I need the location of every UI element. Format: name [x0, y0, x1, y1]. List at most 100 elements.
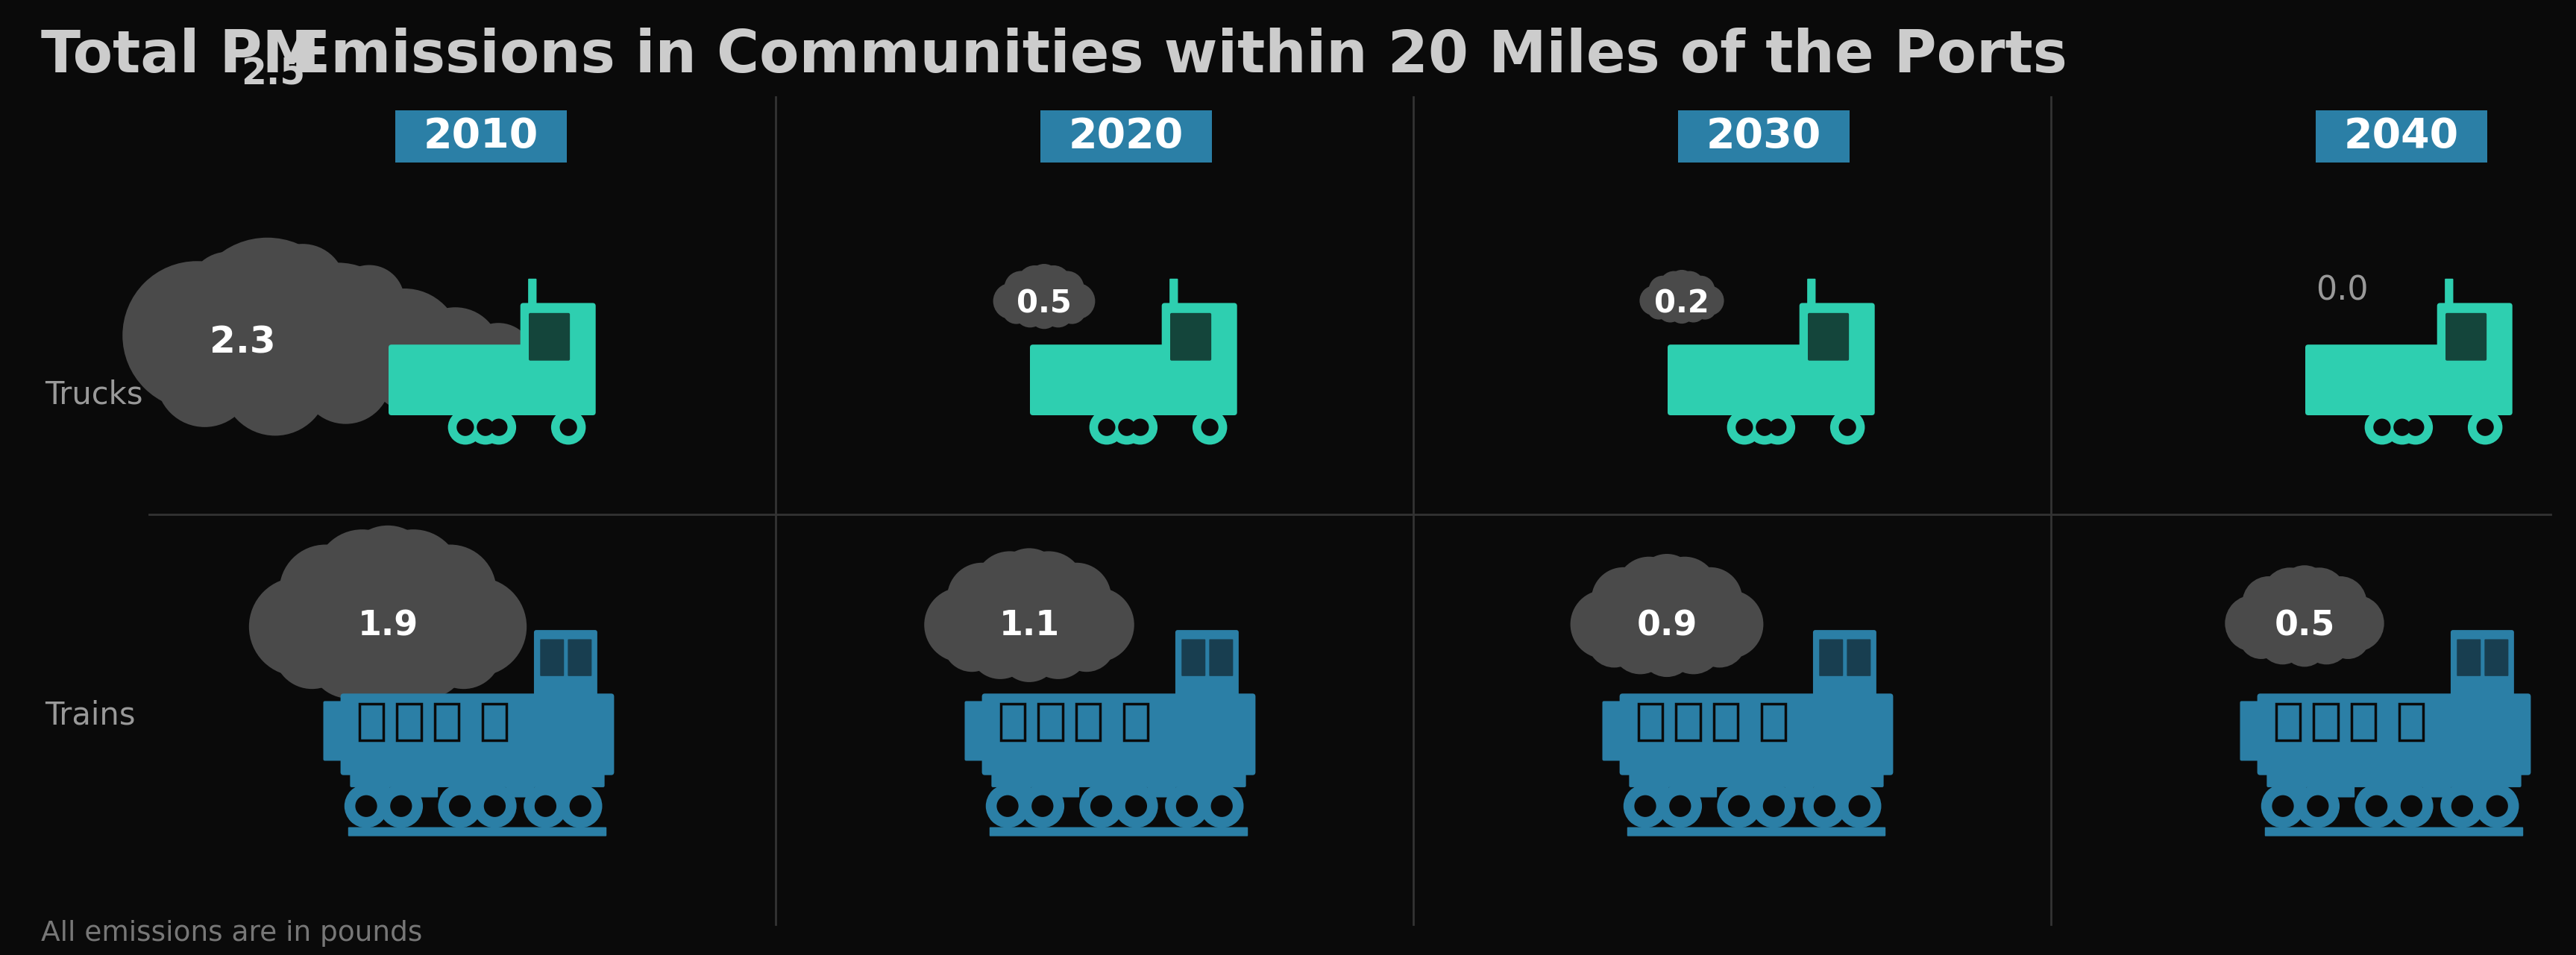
FancyBboxPatch shape: [528, 279, 536, 310]
Circle shape: [1005, 271, 1038, 305]
Circle shape: [343, 525, 433, 613]
Circle shape: [278, 544, 371, 637]
Circle shape: [250, 577, 348, 676]
FancyBboxPatch shape: [2470, 772, 2499, 797]
Circle shape: [2365, 796, 2388, 817]
FancyBboxPatch shape: [1620, 693, 1893, 775]
FancyBboxPatch shape: [459, 772, 487, 797]
Circle shape: [355, 796, 376, 817]
Circle shape: [1674, 271, 1703, 300]
Circle shape: [1175, 796, 1198, 817]
Circle shape: [1056, 614, 1115, 672]
Circle shape: [1677, 567, 1741, 631]
Circle shape: [1726, 410, 1762, 445]
Circle shape: [157, 330, 252, 427]
Circle shape: [2272, 796, 2293, 817]
FancyBboxPatch shape: [1641, 772, 1669, 797]
FancyBboxPatch shape: [394, 111, 567, 162]
FancyBboxPatch shape: [1051, 772, 1079, 797]
Circle shape: [2280, 565, 2329, 616]
Circle shape: [969, 616, 1030, 679]
FancyBboxPatch shape: [1030, 345, 1170, 415]
Circle shape: [1012, 551, 1084, 624]
Circle shape: [2259, 573, 2349, 665]
Circle shape: [1018, 265, 1051, 301]
Circle shape: [2365, 410, 2398, 445]
Circle shape: [533, 796, 556, 817]
FancyBboxPatch shape: [2421, 772, 2450, 797]
Circle shape: [2406, 418, 2424, 436]
Circle shape: [1079, 784, 1123, 828]
Circle shape: [505, 335, 562, 392]
Circle shape: [268, 263, 407, 400]
FancyBboxPatch shape: [1182, 639, 1206, 676]
Circle shape: [541, 348, 582, 390]
Circle shape: [1636, 554, 1698, 615]
Circle shape: [2241, 576, 2295, 629]
Circle shape: [484, 796, 505, 817]
Circle shape: [2223, 595, 2280, 651]
Circle shape: [1752, 784, 1795, 828]
FancyBboxPatch shape: [1832, 772, 1860, 797]
Circle shape: [1677, 276, 1716, 314]
FancyBboxPatch shape: [1100, 772, 1128, 797]
Circle shape: [188, 252, 268, 333]
Circle shape: [2401, 796, 2421, 817]
Circle shape: [482, 410, 515, 445]
Circle shape: [1090, 410, 1123, 445]
Text: 0.0: 0.0: [2316, 275, 2367, 307]
Circle shape: [188, 238, 345, 394]
Circle shape: [974, 551, 1046, 624]
FancyBboxPatch shape: [340, 693, 613, 775]
Circle shape: [430, 342, 487, 398]
Circle shape: [1113, 784, 1157, 828]
Circle shape: [1059, 296, 1084, 324]
Circle shape: [448, 410, 482, 445]
Circle shape: [1015, 297, 1046, 328]
Text: 2.5: 2.5: [240, 56, 304, 92]
Circle shape: [1759, 410, 1795, 445]
FancyBboxPatch shape: [361, 772, 389, 797]
FancyBboxPatch shape: [1814, 630, 1875, 699]
Text: 0.5: 0.5: [1018, 288, 1072, 320]
FancyBboxPatch shape: [1625, 827, 1886, 837]
FancyBboxPatch shape: [1002, 772, 1030, 797]
FancyBboxPatch shape: [1687, 772, 1716, 797]
Circle shape: [348, 288, 461, 401]
Circle shape: [273, 547, 399, 671]
Circle shape: [1646, 296, 1669, 320]
FancyBboxPatch shape: [981, 693, 1255, 775]
Circle shape: [1692, 286, 1723, 316]
Circle shape: [425, 612, 502, 689]
Circle shape: [335, 265, 404, 335]
Circle shape: [2295, 784, 2339, 828]
Circle shape: [2298, 578, 2370, 649]
Circle shape: [366, 529, 461, 626]
Text: Trucks: Trucks: [44, 379, 142, 411]
Circle shape: [1656, 274, 1705, 323]
FancyBboxPatch shape: [2277, 772, 2306, 797]
Circle shape: [376, 547, 502, 671]
Circle shape: [1025, 616, 1090, 679]
Circle shape: [1059, 587, 1133, 662]
FancyBboxPatch shape: [2267, 771, 2519, 787]
FancyBboxPatch shape: [1677, 111, 1850, 162]
Circle shape: [2239, 615, 2282, 659]
Circle shape: [1211, 796, 1231, 817]
FancyBboxPatch shape: [505, 772, 533, 797]
FancyBboxPatch shape: [2264, 827, 2522, 837]
Circle shape: [1814, 796, 1834, 817]
Circle shape: [1692, 296, 1716, 320]
Text: 2.3: 2.3: [209, 325, 276, 361]
Circle shape: [1569, 590, 1638, 659]
FancyBboxPatch shape: [410, 772, 438, 797]
Circle shape: [943, 564, 1036, 659]
Circle shape: [1633, 796, 1656, 817]
Circle shape: [222, 329, 327, 435]
Circle shape: [1847, 796, 1870, 817]
Circle shape: [1651, 557, 1718, 624]
Circle shape: [1615, 557, 1682, 624]
Circle shape: [2313, 576, 2365, 629]
FancyBboxPatch shape: [1602, 701, 1623, 761]
Circle shape: [371, 339, 443, 411]
